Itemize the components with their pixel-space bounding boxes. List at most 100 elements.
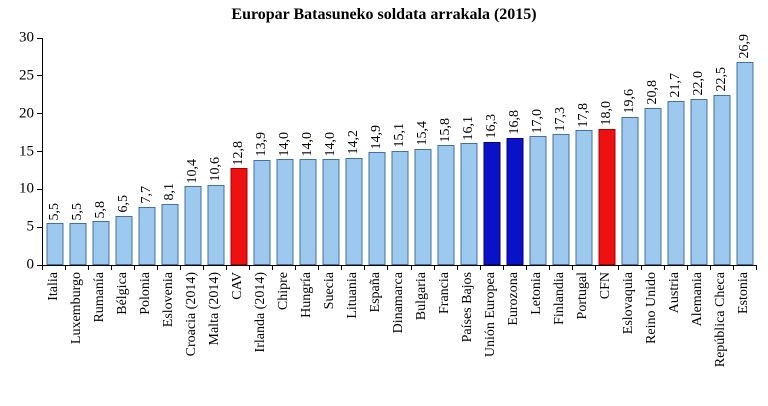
x-category-label: Hungría <box>298 272 314 318</box>
bar-slot: 16,8 <box>504 38 527 265</box>
x-category-label: Irlanda (2014) <box>252 272 268 353</box>
x-label-slot: Eslovaquia <box>618 272 641 404</box>
bar-slot: 17,8 <box>573 38 596 265</box>
x-label-slot: Estonia <box>733 272 756 404</box>
bar-value-label: 20,8 <box>645 80 661 105</box>
bar-value-label: 16,1 <box>461 115 477 141</box>
x-category-label: Francia <box>437 272 453 314</box>
bar-slot: 20,8 <box>642 38 665 265</box>
bar <box>621 116 639 265</box>
y-tick-label: 30 <box>19 29 34 46</box>
bar <box>437 145 455 265</box>
bar-slot: 17,3 <box>550 38 573 265</box>
bar-value-label: 13,9 <box>253 132 269 157</box>
x-category-label: Eslovaquia <box>621 272 637 335</box>
x-category-label: Chipre <box>275 272 291 311</box>
x-category-label: Unión Europea <box>483 272 499 358</box>
bar-value-label: 5,8 <box>92 200 108 219</box>
x-label-slot: España <box>364 272 387 404</box>
x-tick-mark <box>226 266 228 270</box>
y-tick-mark <box>37 37 42 39</box>
x-category-label: CFN <box>598 272 614 300</box>
y-tick-label: 0 <box>26 256 35 273</box>
y-tick-label: 15 <box>19 143 34 159</box>
x-label-slot: Malta (2014) <box>203 272 226 404</box>
y-tick-mark <box>37 226 42 228</box>
x-tick-mark <box>65 266 67 270</box>
bar <box>46 223 64 265</box>
bar-value-label: 22,5 <box>714 67 730 92</box>
x-label-slot: Eurozona <box>503 272 526 404</box>
bar-value-label: 15,1 <box>391 123 407 148</box>
x-category-label: Malta (2014) <box>206 272 222 346</box>
bar <box>138 206 156 265</box>
bar-slot: 22,5 <box>711 38 734 265</box>
bar <box>299 159 317 265</box>
bar-slot: 10,6 <box>204 38 227 265</box>
x-label-slot: Unión Europea <box>480 272 503 404</box>
bar-value-label: 14,0 <box>299 131 315 157</box>
plot-area: 5,5 5,5 5,8 6,5 7,7 8,1 10,4 10,6 12,8 13,9 14,0 14… <box>42 34 757 266</box>
bar-slot: 17,0 <box>527 38 550 265</box>
x-label-slot: Chipre <box>272 272 295 404</box>
bar-value-label: 14,2 <box>345 130 361 155</box>
bar <box>276 159 294 265</box>
x-tick-mark <box>433 266 435 270</box>
bar <box>391 150 409 265</box>
x-category-label: Reino Unido <box>644 272 660 344</box>
x-category-label: Portugal <box>575 272 591 320</box>
x-label-slot: Italia <box>42 272 65 404</box>
x-label-slot: Alemania <box>687 272 710 404</box>
bar-value-label: 5,5 <box>46 202 62 221</box>
bar-slot: 13,9 <box>250 38 273 265</box>
x-tick-mark <box>709 266 711 270</box>
bar <box>690 98 708 265</box>
x-label-slot: Croacia (2014) <box>180 272 203 404</box>
bar-value-label: 22,0 <box>691 71 707 96</box>
x-category-label: Luxemburgo <box>68 272 84 345</box>
x-category-label: Dinamarca <box>390 272 406 334</box>
bar <box>506 137 524 265</box>
bar <box>253 159 271 265</box>
x-label-slot: CAV <box>226 272 249 404</box>
bar <box>460 143 478 265</box>
x-category-label: Eslovenia <box>160 272 176 328</box>
x-label-slot: Bulgaria <box>411 272 434 404</box>
x-tick-mark <box>456 266 458 270</box>
bar <box>115 215 133 265</box>
x-label-slot: Francia <box>434 272 457 404</box>
bar-value-label: 19,6 <box>622 89 638 114</box>
y-tick-mark <box>37 264 42 266</box>
x-category-label: Estonia <box>736 272 752 314</box>
x-category-label: España <box>367 272 383 313</box>
bar-slot: 19,6 <box>619 38 642 265</box>
bar <box>368 152 386 265</box>
bar-value-label: 17,8 <box>576 102 592 128</box>
bar-value-label: 14,0 <box>276 131 292 157</box>
bar <box>207 184 225 265</box>
x-category-label: Finlandia <box>552 272 568 325</box>
bar-value-label: 15,4 <box>415 120 431 146</box>
y-tick-label: 10 <box>19 180 34 197</box>
bar-slot: 15,8 <box>435 38 458 265</box>
x-label-slot: Portugal <box>572 272 595 404</box>
bar <box>414 148 432 265</box>
bar-slot: 12,8 <box>227 38 250 265</box>
bar <box>575 130 593 265</box>
bar <box>161 203 179 265</box>
bar <box>69 223 87 265</box>
x-tick-mark <box>272 266 274 270</box>
x-tick-mark <box>663 266 665 270</box>
bar <box>230 168 248 265</box>
x-tick-mark <box>617 266 619 270</box>
x-tick-mark <box>571 266 573 270</box>
y-tick-label: 20 <box>19 105 34 122</box>
bar <box>483 141 501 265</box>
x-category-label: Lituania <box>344 272 360 319</box>
x-tick-mark <box>157 266 159 270</box>
bar-slot: 16,1 <box>458 38 481 265</box>
x-category-label: Rumanía <box>91 272 107 323</box>
bar <box>644 107 662 265</box>
bar-slot: 14,0 <box>296 38 319 265</box>
